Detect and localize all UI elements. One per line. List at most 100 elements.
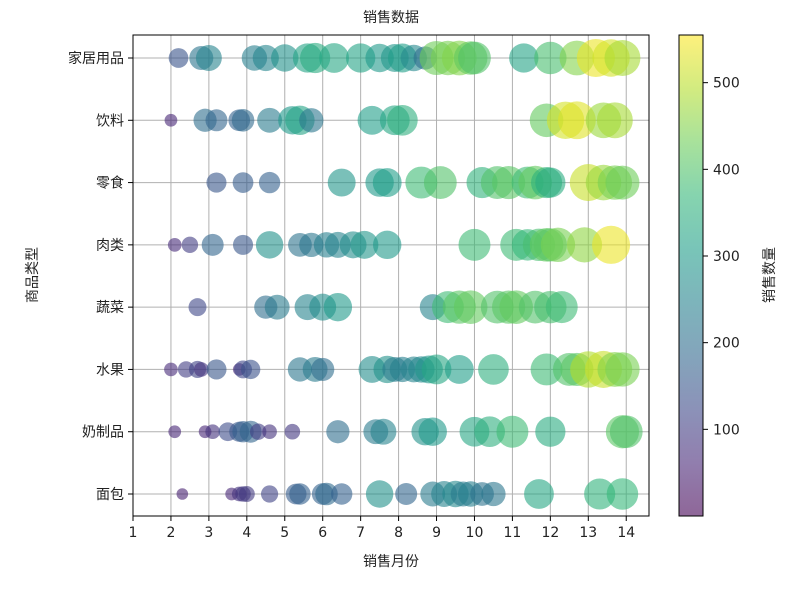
data-point	[606, 478, 639, 510]
y-axis-label: 商品类型	[25, 247, 41, 303]
data-point	[326, 420, 350, 444]
data-point	[509, 43, 539, 73]
data-point	[481, 481, 506, 507]
x-tick-label: 12	[541, 525, 559, 541]
x-tick-label: 14	[617, 525, 635, 541]
x-tick-label: 7	[356, 525, 365, 541]
plot-frame	[132, 34, 650, 517]
x-tick-label: 5	[280, 525, 289, 541]
data-point	[370, 418, 397, 445]
x-tick-label: 11	[503, 525, 521, 541]
y-tick-label: 水果	[96, 362, 124, 378]
data-point	[604, 40, 641, 76]
data-point	[584, 478, 616, 510]
data-point	[421, 354, 452, 385]
data-point	[193, 362, 209, 377]
colorbar-label: 销售数量	[762, 247, 778, 303]
x-tick-label: 10	[466, 525, 484, 541]
y-tick-label: 奶制品	[82, 425, 124, 441]
data-point	[524, 479, 554, 509]
data-point	[252, 44, 279, 72]
data-point	[250, 423, 267, 440]
data-point	[534, 41, 567, 75]
data-point	[238, 486, 255, 502]
data-point	[418, 417, 447, 446]
data-point	[168, 48, 189, 68]
y-tick-label: 肉类	[96, 238, 124, 254]
y-tick-label: 家居用品	[68, 50, 124, 67]
data-point	[395, 483, 418, 505]
data-point	[453, 290, 488, 324]
colorbar-tick-label: 500	[713, 76, 740, 92]
colorbar-tick-label: 400	[713, 162, 740, 178]
data-point	[323, 292, 353, 322]
data-point	[289, 483, 311, 505]
x-tick-label: 8	[394, 525, 403, 541]
data-point	[444, 354, 474, 384]
data-point	[201, 233, 224, 256]
colorbar-tick-label: 100	[713, 422, 740, 438]
x-tick-label: 9	[432, 525, 441, 541]
y-axis-ticks: 面包 奶制品 水果 蔬菜 肉类 零食 饮料 家居用品	[68, 50, 133, 503]
x-tick-label: 2	[166, 525, 175, 541]
data-points	[164, 38, 643, 510]
colorbar-tick-label: 300	[713, 249, 740, 265]
data-point	[264, 294, 290, 320]
data-point	[232, 234, 254, 255]
x-axis-ticks: 1 2 3 4 5 6 7 8 9 10 11 12 13 14	[129, 516, 635, 541]
data-point	[164, 113, 178, 127]
data-point	[327, 168, 356, 197]
data-point	[350, 230, 379, 259]
data-point	[535, 416, 566, 447]
data-point	[232, 172, 254, 193]
data-point	[284, 423, 301, 440]
data-point	[299, 108, 324, 133]
data-point	[164, 362, 178, 377]
data-point	[167, 237, 182, 252]
data-point	[423, 166, 457, 199]
data-point	[168, 425, 182, 439]
x-axis-label: 销售月份	[363, 554, 419, 570]
data-point	[255, 231, 284, 259]
data-point	[231, 108, 255, 132]
data-point	[373, 230, 402, 260]
y-tick-label: 蔬菜	[96, 300, 124, 316]
data-point	[609, 415, 643, 449]
x-tick-label: 13	[579, 525, 597, 541]
data-point	[357, 105, 387, 135]
data-point	[605, 165, 640, 200]
data-point	[458, 228, 491, 261]
data-point	[257, 107, 283, 133]
data-point	[315, 482, 338, 506]
data-point	[591, 225, 631, 264]
data-point	[262, 424, 277, 440]
data-point	[206, 172, 227, 193]
data-point	[330, 483, 353, 505]
chart-title: 销售数据	[363, 10, 419, 26]
data-point	[478, 354, 509, 385]
data-point	[188, 298, 207, 317]
colorbar	[679, 35, 703, 516]
data-point	[176, 488, 189, 500]
data-point	[372, 168, 402, 198]
data-point	[205, 109, 228, 132]
y-tick-label: 饮料	[96, 113, 124, 129]
y-tick-label: 面包	[96, 487, 124, 503]
data-point	[458, 41, 491, 75]
data-point	[545, 291, 578, 324]
data-point	[530, 353, 563, 386]
colorbar-ticks: 100 200 300 400 500	[703, 76, 740, 438]
data-point	[558, 101, 596, 140]
data-point	[205, 424, 221, 440]
data-point	[474, 416, 505, 448]
data-point	[206, 359, 227, 380]
colorbar-tick-label: 200	[713, 336, 740, 352]
data-point	[387, 104, 418, 136]
data-point	[605, 352, 640, 387]
data-point	[260, 485, 279, 503]
data-point	[596, 102, 633, 139]
data-point	[271, 44, 299, 72]
x-tick-label: 6	[318, 525, 327, 541]
